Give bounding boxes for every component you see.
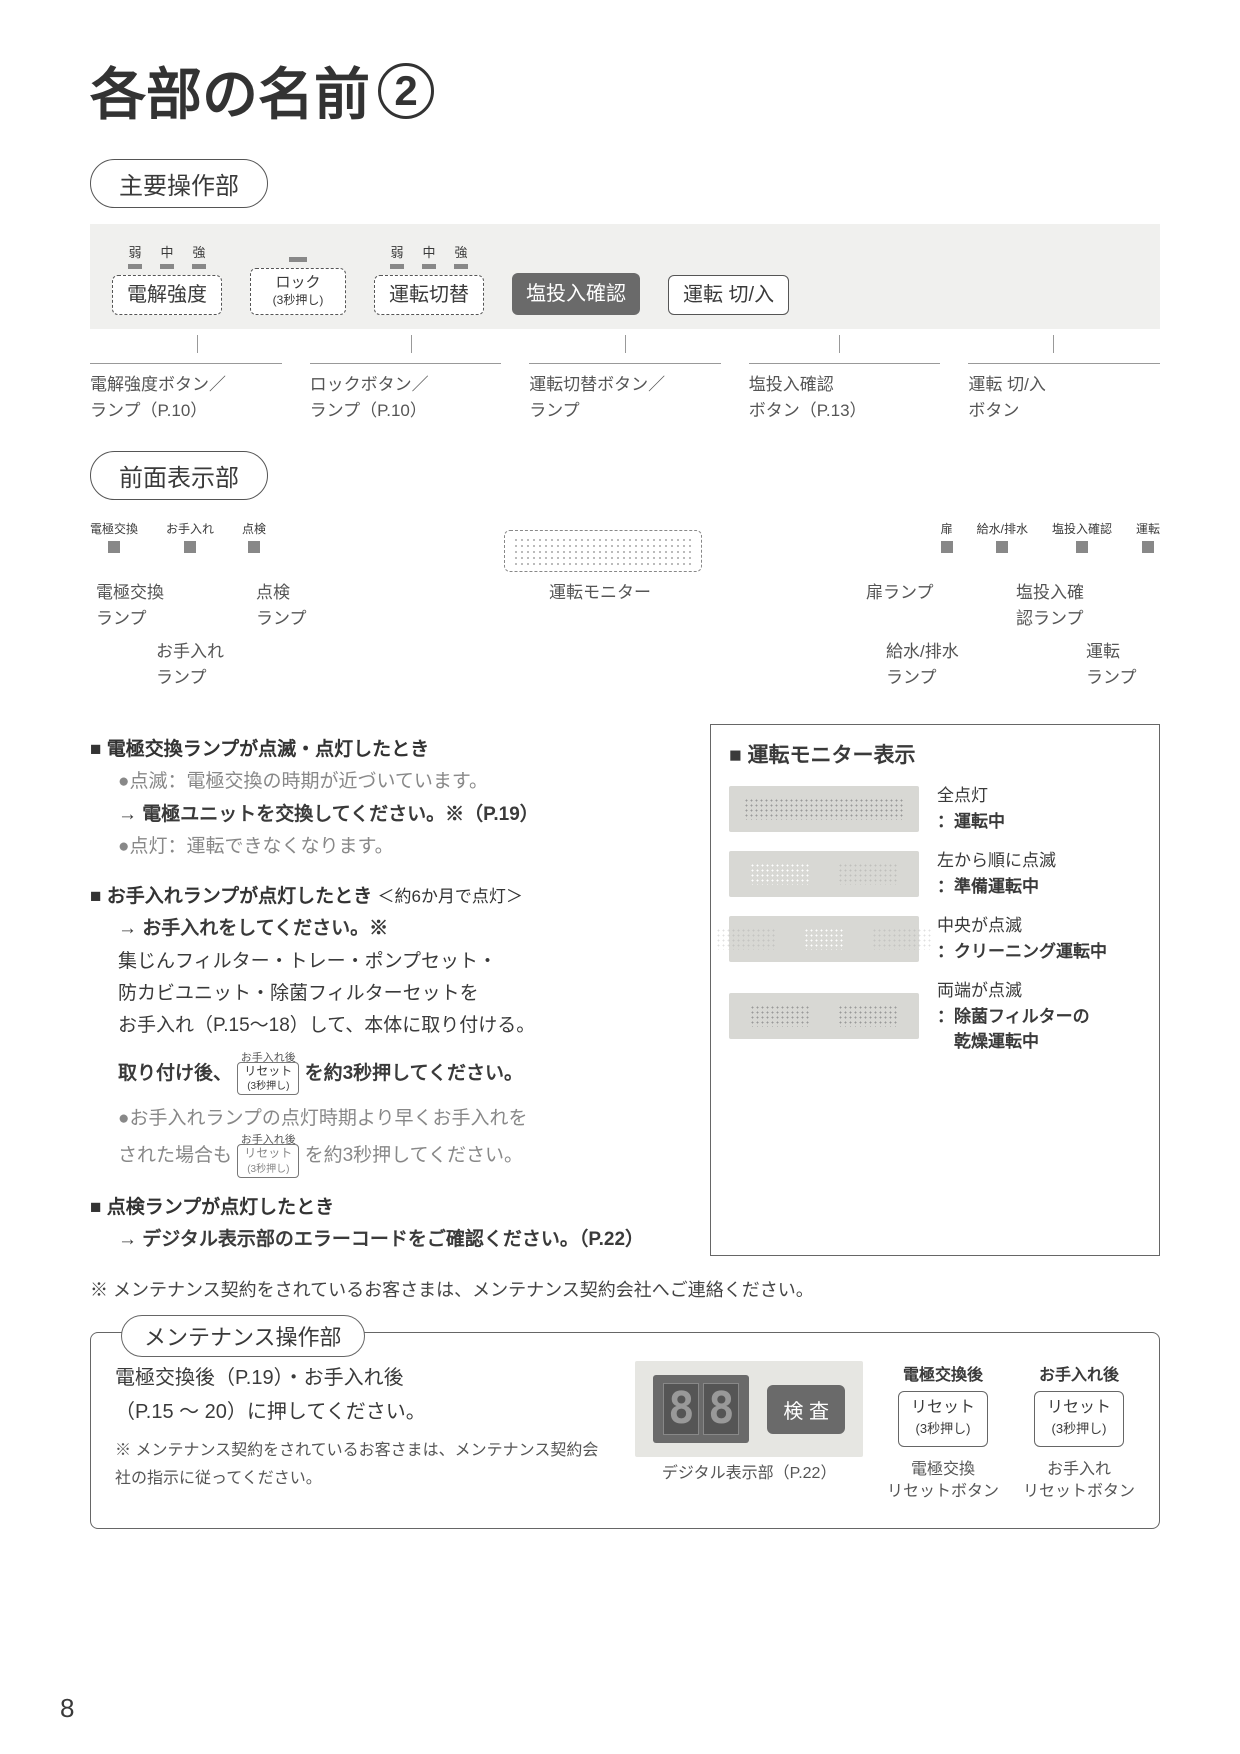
ind-inspect: 点検	[242, 520, 266, 553]
ind-electrode: 電極交換	[90, 520, 138, 553]
mode-leds: 弱 中 強	[390, 242, 468, 269]
btn-group-salt: 塩投入確認	[512, 273, 640, 315]
ind-water: 給水/排水	[977, 520, 1028, 553]
clean-reset-col: お手入れ後 リセット(3秒押し) お手入れ リセットボタン	[1023, 1361, 1135, 1503]
clean-reset-button[interactable]: リセット(3秒押し)	[1034, 1391, 1124, 1447]
monitor-info-panel: ■ 運転モニター表示 全点灯：運転中 左から順に点滅：準備運転中 中央が点滅：ク…	[710, 724, 1160, 1256]
btn-group-power: 運転 切/入	[668, 275, 789, 315]
digital-display: 88	[653, 1375, 749, 1443]
monitor-panel-title: ■ 運転モニター表示	[729, 739, 1141, 769]
ind-run: 運転	[1136, 520, 1160, 553]
title-text: 各部の名前	[90, 50, 370, 131]
callout-lock: ロックボタン／ ランプ（P.10）	[310, 363, 502, 423]
btn-group-intensity: 弱 中 強 電解強度	[112, 242, 222, 315]
salt-confirm-button[interactable]: 塩投入確認	[512, 273, 640, 315]
mode-button[interactable]: 運転切替	[374, 275, 484, 315]
section-main-ops: 主要操作部	[90, 159, 268, 208]
ind-door: 扉	[941, 520, 953, 553]
inspect-button[interactable]: 検 査	[767, 1385, 845, 1434]
maintenance-footnote: ※ メンテナンス契約をされているお客さまは、メンテナンス契約会社へご連絡ください…	[90, 1276, 1160, 1302]
maintenance-panel: メンテナンス操作部 電極交換後（P.19）・お手入れ後 （P.15 〜 20）に…	[90, 1332, 1160, 1528]
btn-group-mode: 弱 中 強 運転切替	[374, 242, 484, 315]
intensity-button[interactable]: 電解強度	[112, 275, 222, 315]
intensity-leds: 弱 中 強	[128, 242, 206, 269]
main-ops-panel: 弱 中 強 電解強度 ロック (3秒押し) 弱 中 強 運転切替 塩投入確認 運…	[90, 224, 1160, 329]
lamp-info-column: ■ 電極交換ランプが点滅・点灯したとき ●点滅：電極交換の時期が近づいています。…	[90, 724, 680, 1256]
front-labels-2: お手入れ ランプ 給水/排水 ランプ 運転 ランプ	[90, 639, 1160, 690]
title-number: 2	[378, 63, 434, 119]
section-front: 前面表示部	[90, 451, 268, 500]
reset-mini-button-1[interactable]: リセット(3秒押し)	[237, 1062, 299, 1095]
electrode-lamp-heading: ■ 電極交換ランプが点滅・点灯したとき	[90, 734, 680, 766]
callout-intensity: 電解強度ボタン／ ランプ（P.10）	[90, 363, 282, 423]
callout-power: 運転 切/入 ボタン	[968, 363, 1160, 423]
power-button[interactable]: 運転 切/入	[668, 275, 789, 315]
lock-led	[289, 257, 307, 262]
callout-mode: 運転切替ボタン／ ランプ	[529, 363, 721, 423]
monitor-display	[504, 530, 702, 572]
maintenance-title: メンテナンス操作部	[121, 1315, 365, 1357]
clean-lamp-heading: ■ お手入れランプが点灯したとき ＜約6か月で点灯＞	[90, 881, 680, 913]
main-ops-callouts: 電解強度ボタン／ ランプ（P.10） ロックボタン／ ランプ（P.10） 運転切…	[90, 363, 1160, 423]
ind-clean: お手入れ	[166, 520, 214, 553]
front-labels: 電極交換 ランプ 点検 ランプ 運転モニター 扉ランプ 塩投入確 認ランプ	[90, 580, 1160, 631]
electrode-reset-col: 電極交換後 リセット(3秒押し) 電極交換 リセットボタン	[887, 1361, 999, 1503]
page-number: 8	[60, 1693, 74, 1724]
electrode-reset-button[interactable]: リセット(3秒押し)	[898, 1391, 988, 1447]
page-title: 各部の名前 2	[90, 50, 1160, 131]
inspect-lamp-heading: ■ 点検ランプが点灯したとき	[90, 1192, 680, 1224]
lock-button[interactable]: ロック (3秒押し)	[250, 268, 346, 315]
callout-salt: 塩投入確認 ボタン（P.13）	[749, 363, 941, 423]
btn-group-lock: ロック (3秒押し)	[250, 257, 346, 315]
front-panel-row: 電極交換 お手入れ 点検 扉 給水/排水 塩投入確認 運転	[90, 516, 1160, 572]
main-ops-connectors	[90, 335, 1160, 353]
reset-mini-button-2[interactable]: リセット(3秒押し)	[237, 1144, 299, 1177]
ind-salt: 塩投入確認	[1052, 520, 1112, 553]
